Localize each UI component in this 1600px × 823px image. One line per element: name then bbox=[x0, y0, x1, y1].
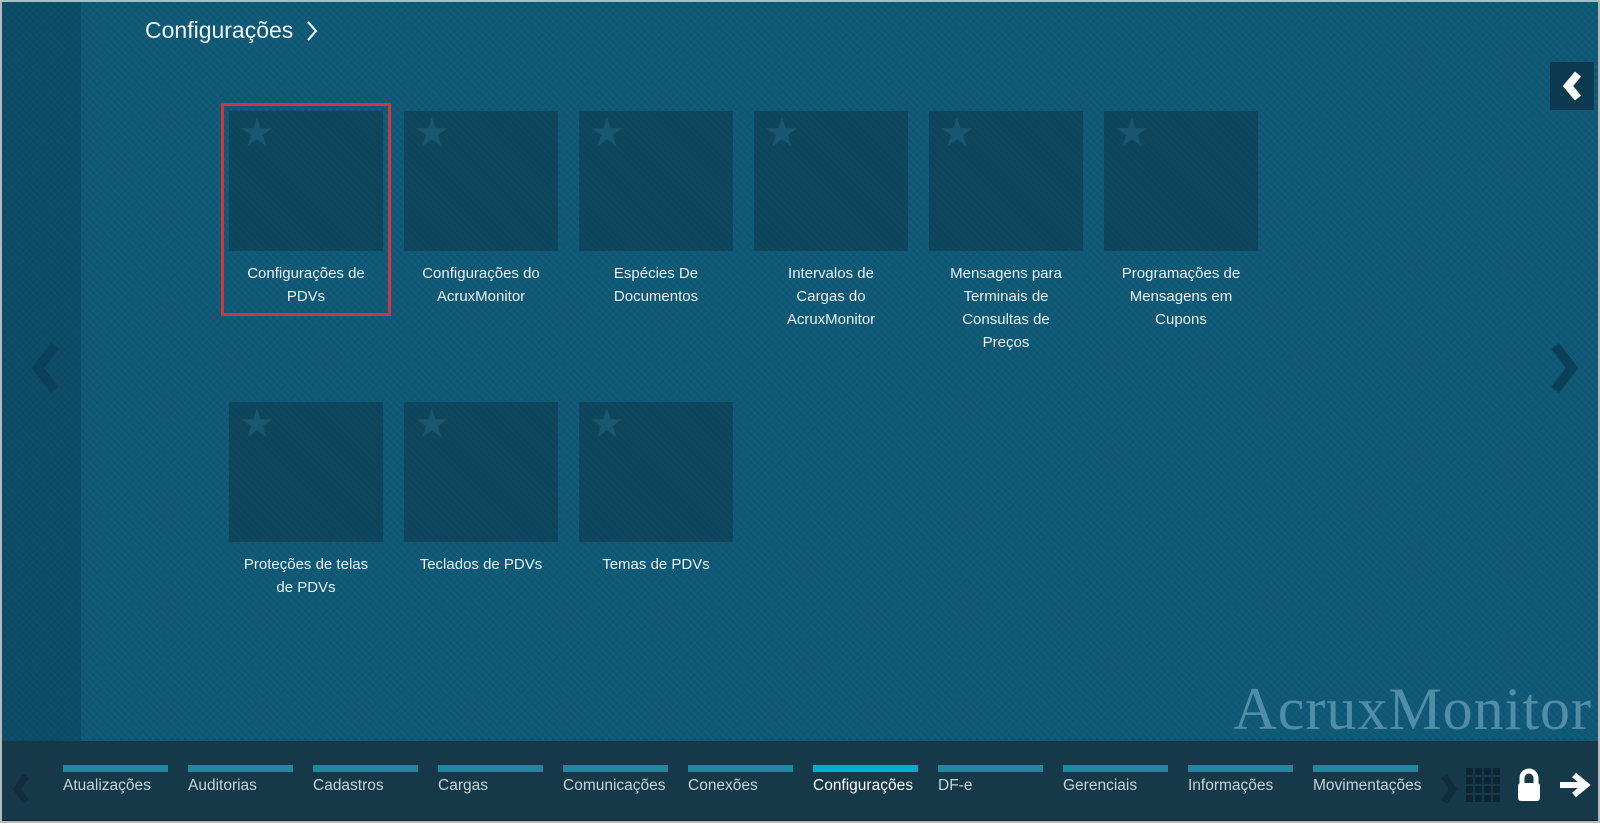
tile-label: Mensagens para Terminais de Consultas de… bbox=[950, 265, 1062, 351]
tab-label: Configurações bbox=[813, 777, 913, 794]
tile-label: Teclados de PDVs bbox=[419, 556, 543, 573]
bottom-nav-tab[interactable]: Cargas bbox=[438, 765, 543, 795]
menu-tile[interactable]: ★ Temas de PDVs bbox=[571, 394, 741, 584]
tab-label: Conexões bbox=[688, 777, 758, 794]
tab-label: Atualizações bbox=[63, 777, 151, 794]
tile-thumbnail: ★ bbox=[229, 402, 383, 542]
breadcrumb-label[interactable]: Configurações bbox=[145, 17, 294, 43]
tab-indicator bbox=[1188, 765, 1293, 772]
bottom-nav-tab[interactable]: Movimentações bbox=[1313, 765, 1422, 795]
bottom-nav-tab[interactable]: Informações bbox=[1188, 765, 1293, 795]
tile-label: Configurações de PDVs bbox=[247, 265, 365, 305]
tab-indicator bbox=[188, 765, 293, 772]
tile-thumbnail: ★ bbox=[1104, 111, 1258, 251]
tab-label: Cadastros bbox=[313, 777, 384, 794]
favorite-star-icon: ★ bbox=[764, 111, 800, 155]
tab-label: Comunicações bbox=[563, 777, 666, 794]
tile-label: Proteções de telas de PDVs bbox=[243, 556, 369, 596]
bottom-nav-tab[interactable]: Cadastros bbox=[313, 765, 418, 795]
tile-label: Programações de Mensagens em Cupons bbox=[1121, 265, 1241, 328]
bottom-nav-bar: Atualizações Auditorias Cadastros Cargas… bbox=[2, 741, 1598, 821]
favorite-star-icon: ★ bbox=[414, 402, 450, 446]
tab-label: DF-e bbox=[938, 777, 973, 794]
menu-tile[interactable]: ★ Programações de Mensagens em Cupons bbox=[1096, 103, 1266, 339]
favorite-star-icon: ★ bbox=[1114, 111, 1150, 155]
bottom-nav-tab[interactable]: Auditorias bbox=[188, 765, 293, 795]
bottom-nav-tab[interactable]: Comunicações bbox=[563, 765, 668, 795]
favorite-star-icon: ★ bbox=[589, 402, 625, 446]
tab-label: Gerenciais bbox=[1063, 777, 1138, 794]
tile-thumbnail: ★ bbox=[754, 111, 908, 251]
tile-thumbnail: ★ bbox=[404, 402, 558, 542]
menu-tile[interactable]: ★ Configurações do AcruxMonitor bbox=[396, 103, 566, 316]
back-button[interactable] bbox=[1550, 62, 1594, 110]
tile-label: Configurações do AcruxMonitor bbox=[422, 265, 540, 305]
tile-thumbnail: ★ bbox=[229, 111, 383, 251]
chevron-left-icon bbox=[1562, 71, 1582, 101]
bottom-nav-tab[interactable]: Atualizações bbox=[63, 765, 168, 795]
favorite-star-icon: ★ bbox=[239, 111, 275, 155]
tab-indicator bbox=[1313, 765, 1418, 772]
bottom-nav-tab[interactable]: Gerenciais bbox=[1063, 765, 1168, 795]
tile-thumbnail: ★ bbox=[579, 111, 733, 251]
breadcrumb: Configurações bbox=[145, 17, 319, 44]
tile-thumbnail: ★ bbox=[404, 111, 558, 251]
tile-label: Temas de PDVs bbox=[602, 556, 710, 573]
brand-watermark: AcruxMonitor bbox=[1233, 676, 1592, 742]
tab-indicator bbox=[1063, 765, 1168, 772]
tile-thumbnail: ★ bbox=[579, 402, 733, 542]
tab-indicator bbox=[813, 765, 918, 772]
menu-tile[interactable]: ★ Intervalos de Cargas do AcruxMonitor bbox=[746, 103, 916, 339]
tab-label: Informações bbox=[1188, 777, 1274, 794]
bottom-nav-tab[interactable]: Conexões bbox=[688, 765, 793, 795]
tile-row-1: ★ Configurações de PDVs ★ Configurações … bbox=[221, 103, 1266, 362]
bar-icon-group bbox=[1466, 767, 1594, 803]
tab-indicator bbox=[313, 765, 418, 772]
page-previous-icon[interactable] bbox=[28, 340, 62, 396]
tab-indicator bbox=[938, 765, 1043, 772]
menu-tile[interactable]: ★ Espécies De Documentos bbox=[571, 103, 741, 316]
bottom-nav-tab[interactable]: DF-e bbox=[938, 765, 1043, 795]
tab-indicator bbox=[438, 765, 543, 772]
menu-tile[interactable]: ★ Proteções de telas de PDVs bbox=[221, 394, 391, 607]
favorite-star-icon: ★ bbox=[939, 111, 975, 155]
page-next-icon[interactable] bbox=[1548, 340, 1582, 396]
tab-label: Cargas bbox=[438, 777, 488, 794]
left-edge-panel bbox=[2, 2, 81, 821]
tabs-scroll-right-icon[interactable] bbox=[1439, 773, 1459, 805]
tabs-scroll-left-icon[interactable] bbox=[11, 773, 31, 805]
tile-label: Intervalos de Cargas do AcruxMonitor bbox=[786, 265, 876, 328]
favorite-star-icon: ★ bbox=[239, 402, 275, 446]
menu-tile[interactable]: ★ Mensagens para Terminais de Consultas … bbox=[921, 103, 1091, 362]
tab-indicator bbox=[563, 765, 668, 772]
menu-tile[interactable]: ★ Configurações de PDVs bbox=[221, 103, 391, 316]
menu-tile[interactable]: ★ Teclados de PDVs bbox=[396, 394, 566, 584]
tab-indicator bbox=[688, 765, 793, 772]
favorite-star-icon: ★ bbox=[589, 111, 625, 155]
chevron-right-icon bbox=[307, 20, 318, 41]
tab-label: Auditorias bbox=[188, 777, 257, 794]
bottom-nav-tab[interactable]: Configurações bbox=[813, 765, 918, 795]
bottom-nav-tabs: Atualizações Auditorias Cadastros Cargas… bbox=[63, 765, 1422, 795]
tab-indicator bbox=[63, 765, 168, 772]
tile-label: Espécies De Documentos bbox=[613, 265, 699, 305]
tile-thumbnail: ★ bbox=[929, 111, 1083, 251]
tab-label: Movimentações bbox=[1313, 777, 1422, 794]
app-grid-icon[interactable] bbox=[1466, 768, 1500, 802]
exit-arrow-icon[interactable] bbox=[1558, 772, 1594, 798]
lock-icon[interactable] bbox=[1512, 767, 1546, 803]
favorite-star-icon: ★ bbox=[414, 111, 450, 155]
tile-row-2: ★ Proteções de telas de PDVs ★ Teclados … bbox=[221, 394, 741, 607]
